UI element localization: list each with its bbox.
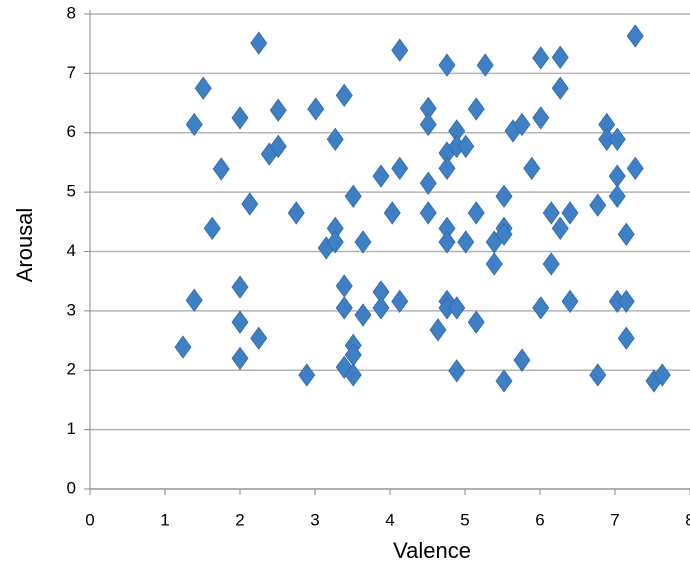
point [326, 230, 344, 254]
x-axis-title: Valence [393, 538, 471, 563]
point [608, 164, 626, 188]
point [438, 156, 456, 181]
x-tick-label: 6 [535, 510, 544, 529]
point [269, 134, 287, 159]
point [354, 230, 372, 254]
y-tick-label: 4 [67, 241, 76, 260]
point [513, 348, 531, 372]
point [513, 112, 531, 137]
point [653, 363, 671, 387]
point [344, 184, 362, 208]
point [335, 296, 353, 320]
point [307, 97, 325, 121]
point [485, 252, 503, 276]
x-tick-label: 5 [460, 510, 469, 529]
y-tick-label: 2 [67, 360, 76, 379]
point [457, 134, 475, 159]
point [438, 230, 456, 254]
point [495, 369, 513, 393]
x-tick-label: 1 [160, 510, 169, 529]
point [551, 76, 569, 100]
point [551, 216, 569, 241]
point [495, 184, 513, 208]
point [467, 97, 485, 121]
point [626, 24, 644, 48]
x-tick-label: 3 [310, 510, 319, 529]
point [438, 53, 456, 77]
point [561, 289, 579, 314]
y-tick-label: 8 [67, 3, 76, 22]
point [326, 127, 344, 151]
point [335, 274, 353, 298]
point [231, 346, 249, 371]
point [617, 222, 635, 246]
point [561, 201, 579, 225]
point [523, 156, 541, 181]
point [250, 326, 268, 350]
x-tick-label: 4 [385, 510, 394, 529]
point [212, 157, 230, 181]
point [241, 192, 259, 216]
y-axis-title: Arousal [12, 208, 37, 283]
point [419, 201, 437, 225]
y-tick-label: 5 [67, 182, 76, 201]
point [269, 98, 287, 122]
point [231, 106, 249, 130]
y-tick-label: 1 [67, 419, 76, 438]
y-tick-label: 6 [67, 122, 76, 141]
point [589, 193, 607, 217]
point [542, 201, 560, 225]
point [391, 156, 409, 181]
point [185, 112, 203, 137]
point [185, 288, 203, 312]
point [467, 201, 485, 225]
point [429, 318, 447, 342]
point [194, 76, 212, 100]
point [617, 289, 635, 314]
point [608, 127, 626, 151]
y-tick-label: 0 [67, 478, 76, 497]
x-tick-label: 7 [610, 510, 619, 529]
point [174, 335, 192, 359]
point [532, 106, 550, 130]
point [298, 363, 316, 387]
point [419, 112, 437, 137]
point [608, 184, 626, 208]
x-tick-label: 2 [235, 510, 244, 529]
point [476, 53, 494, 77]
point [589, 363, 607, 387]
point [354, 303, 372, 327]
point [231, 310, 249, 334]
y-tick-label: 3 [67, 300, 76, 319]
point [231, 275, 249, 299]
point [391, 38, 409, 62]
point [532, 46, 550, 70]
point [617, 326, 635, 350]
point [287, 201, 305, 225]
point [448, 359, 466, 383]
x-tick-label: 0 [85, 510, 94, 529]
point [391, 289, 409, 314]
point [626, 156, 644, 181]
point [344, 363, 362, 387]
x-tick-label: 8 [685, 510, 690, 529]
point [457, 230, 475, 254]
point [383, 201, 401, 225]
point [495, 222, 513, 246]
point [419, 171, 437, 195]
point [542, 252, 560, 276]
point [335, 83, 353, 108]
point [250, 31, 268, 55]
y-tick-label: 7 [67, 63, 76, 82]
point [372, 296, 390, 320]
point [448, 296, 466, 320]
point [467, 310, 485, 334]
point [372, 164, 390, 188]
point [203, 216, 221, 241]
point [532, 296, 550, 320]
point [551, 45, 569, 70]
